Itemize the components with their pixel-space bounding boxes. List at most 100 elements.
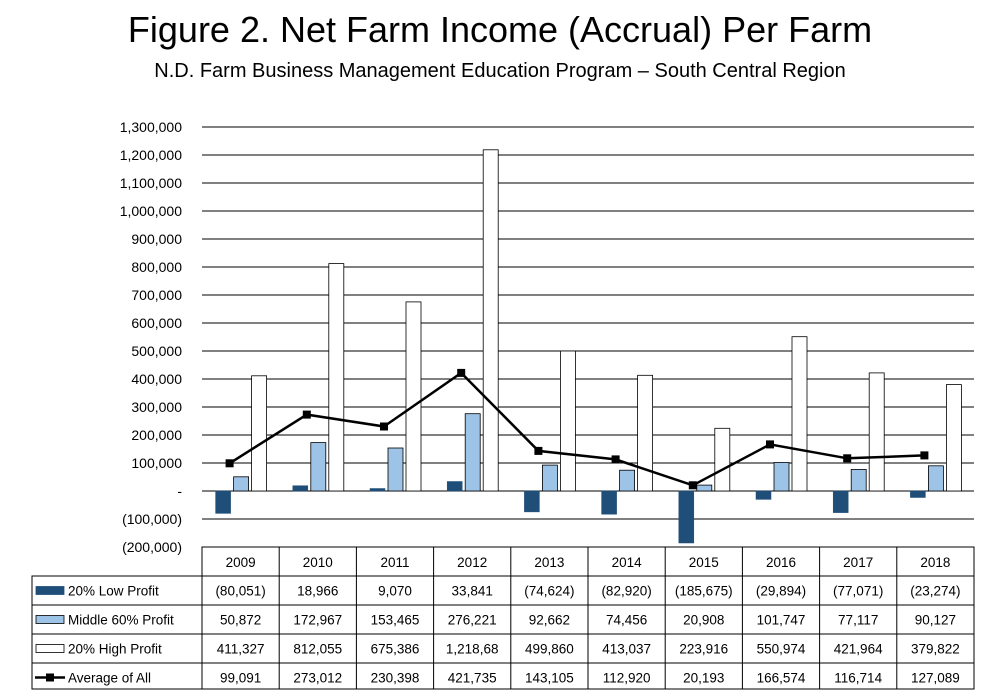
average-marker-2011	[380, 422, 388, 431]
x-tick-label: 2018	[920, 555, 950, 570]
data-label: 276,221	[448, 613, 497, 628]
y-tick-label: 900,000	[131, 231, 182, 247]
legend-key-middle	[35, 615, 65, 624]
average-line	[228, 371, 925, 487]
legend-key-high	[35, 644, 65, 653]
data-label: 421,964	[834, 642, 883, 657]
average-marker-2009	[225, 459, 234, 468]
data-label: 74,456	[606, 613, 647, 628]
data-label: 172,967	[293, 613, 342, 628]
data-label: (80,051)	[215, 584, 265, 599]
chart-title: Figure 2. Net Farm Income (Accrual) Per …	[127, 9, 873, 50]
x-tick-label: 2012	[457, 555, 487, 570]
legend-key-marker	[46, 673, 54, 682]
bar-high-2013	[560, 350, 576, 492]
data-label: 675,386	[371, 642, 420, 657]
y-tick-label: (200,000)	[122, 539, 182, 555]
data-label: 116,714	[834, 671, 882, 686]
data-label: 143,105	[525, 671, 574, 686]
bar-middle-2018	[928, 465, 944, 492]
bar-low-2010	[292, 485, 309, 492]
average-marker-2010	[302, 410, 311, 419]
data-label: 499,860	[525, 642, 574, 657]
y-tick-label: 700,000	[131, 287, 182, 303]
data-label: 153,465	[371, 613, 420, 628]
x-tick-label: 2015	[689, 555, 719, 570]
chart-subtitle: N.D. Farm Business Management Education …	[154, 60, 846, 82]
legend-entry: 20% Low Profit	[68, 584, 159, 599]
data-label: 20,908	[683, 613, 724, 628]
bar-middle-2009	[233, 476, 250, 492]
bar-middle-2014	[619, 469, 635, 492]
legend-entry: Middle 60% Profit	[68, 613, 174, 628]
legend-key-low	[35, 586, 65, 595]
average-marker-2015	[688, 481, 697, 490]
data-label: 20,193	[683, 671, 724, 686]
bar-high-2014	[637, 374, 653, 492]
y-tick-label: 1,000,000	[120, 203, 182, 219]
bar-middle-2015	[696, 484, 713, 492]
data-label: 33,841	[452, 584, 493, 599]
y-tick-label: 1,100,000	[120, 175, 182, 191]
data-label: 99,091	[220, 671, 261, 686]
data-label: 112,920	[603, 671, 651, 686]
average-marker-2013	[534, 446, 543, 455]
bar-high-2018	[946, 384, 962, 492]
bar-high-2017	[868, 372, 885, 492]
data-label: 18,966	[297, 584, 338, 599]
bar-middle-2010	[310, 442, 327, 492]
data-label: (74,624)	[524, 584, 574, 599]
data-label: 9,070	[378, 584, 412, 599]
bar-high-2012	[482, 149, 499, 492]
data-label: 812,055	[293, 642, 342, 657]
x-tick-label: 2010	[303, 555, 333, 570]
bar-middle-2016	[773, 462, 790, 492]
data-label: 127,089	[911, 671, 960, 686]
y-tick-label: 400,000	[131, 371, 182, 387]
bar-low-2014	[601, 490, 617, 515]
data-label: 413,037	[602, 642, 651, 657]
bar-low-2015	[678, 490, 695, 544]
bar-middle-2013	[542, 464, 558, 492]
y-tick-label: 500,000	[131, 343, 182, 359]
data-label: 230,398	[371, 671, 420, 686]
y-tick-label: 300,000	[131, 399, 182, 415]
bar-low-2011	[369, 488, 386, 492]
bar-low-2013	[524, 490, 540, 513]
data-label: 421,735	[448, 671, 497, 686]
bar-low-2009	[215, 490, 231, 514]
average-marker-2012	[457, 368, 466, 377]
y-tick-label: 600,000	[131, 315, 182, 331]
x-tick-label: 2013	[534, 555, 564, 570]
x-tick-label: 2016	[766, 555, 796, 570]
x-tick-label: 2011	[380, 555, 409, 570]
x-tick-label: 2014	[612, 555, 643, 570]
data-label: (29,894)	[756, 584, 806, 599]
y-tick-label: 200,000	[131, 427, 182, 443]
average-marker-2018	[920, 451, 929, 460]
data-label: (23,274)	[910, 584, 960, 599]
data-label: 50,872	[220, 613, 261, 628]
data-label: 273,012	[293, 671, 342, 686]
data-label: 101,747	[757, 613, 806, 628]
bar-high-2011	[405, 301, 422, 492]
y-tick-label: 800,000	[131, 259, 182, 275]
average-marker-2017	[843, 454, 852, 463]
bar-high-2015	[714, 427, 731, 492]
y-tick-label: (100,000)	[122, 511, 182, 527]
y-tick-label: 1,200,000	[120, 147, 182, 163]
y-tick-label: 1,300,000	[120, 119, 182, 135]
data-label: 223,916	[679, 642, 728, 657]
data-label: (82,920)	[601, 584, 651, 599]
data-label: 411,327	[217, 642, 265, 657]
legend-entry: 20% High Profit	[68, 642, 162, 657]
average-marker-2014	[611, 455, 620, 464]
bar-high-2016	[791, 336, 808, 492]
bar-middle-2011	[387, 447, 404, 492]
data-label: (77,071)	[833, 584, 883, 599]
legend-entry: Average of All	[68, 671, 151, 686]
bar-low-2016	[755, 490, 772, 500]
bar-low-2018	[910, 490, 926, 498]
x-tick-label: 2017	[843, 555, 873, 570]
data-label: 550,974	[757, 642, 806, 657]
